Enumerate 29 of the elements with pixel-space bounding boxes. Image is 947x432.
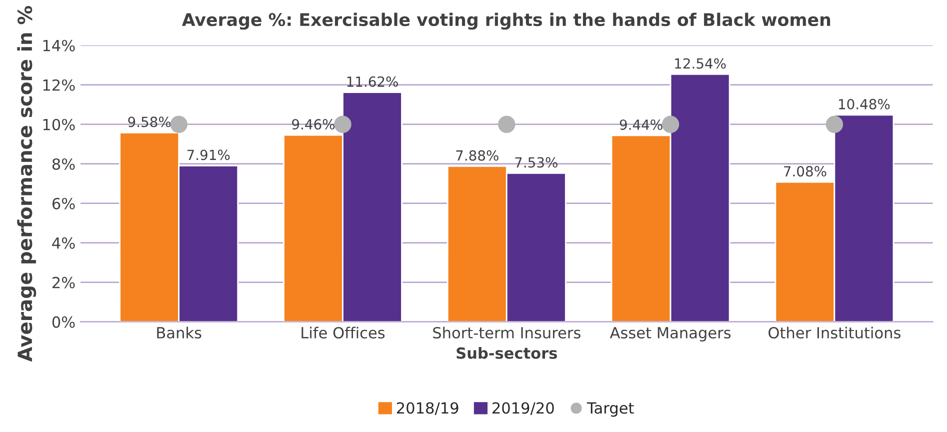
- legend-label: 2018/19: [396, 402, 458, 415]
- data-label: 12.54%: [675, 58, 726, 69]
- y-tick-label: 12%: [43, 79, 75, 91]
- x-tick-label: Asset Managers: [610, 327, 731, 342]
- data-label: 7.08%: [784, 166, 826, 177]
- data-label: 9.46%: [292, 119, 335, 130]
- x-axis-title: Sub-sectors: [456, 347, 557, 359]
- legend-label: 2019/20: [492, 402, 554, 415]
- y-axis-title: Average performance score in %: [17, 6, 36, 362]
- data-label: 10.48%: [839, 98, 890, 110]
- x-tick-label: Life Offices: [302, 326, 385, 339]
- x-tick-label: Other Institutions: [768, 326, 900, 339]
- data-label: 7.53%: [515, 157, 558, 168]
- data-label: 7.91%: [187, 150, 230, 160]
- y-tick-label: 10%: [43, 118, 75, 130]
- data-label: 7.88%: [456, 150, 498, 161]
- data-label: 11.62%: [347, 76, 398, 87]
- y-tick-label: 8%: [52, 158, 75, 170]
- legend-label: Target: [586, 402, 634, 417]
- y-tick-label: 2%: [52, 276, 75, 288]
- x-tick-label: Short-term Insurers: [433, 326, 580, 339]
- chart-title: Average %: Exercisable voting rights in the hands of Black women: [182, 12, 830, 30]
- data-label: 9.44%: [620, 119, 662, 130]
- y-tick-label: 4%: [52, 237, 75, 249]
- data-label: 9.58%: [128, 116, 171, 128]
- x-tick-label: Banks: [157, 326, 202, 339]
- y-tick-label: 6%: [52, 198, 75, 210]
- y-tick-label: 0%: [52, 316, 75, 328]
- y-tick-label: 14%: [43, 40, 75, 52]
